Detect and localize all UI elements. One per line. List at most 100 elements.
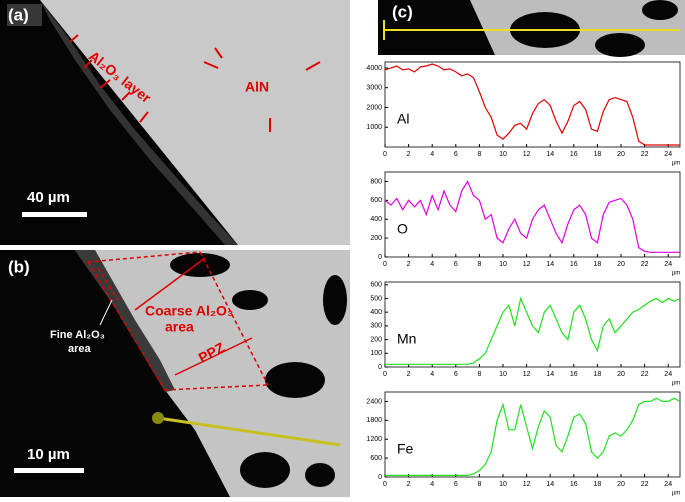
x-tick-label: 8 — [477, 261, 481, 268]
annotation: Coarse Al₂O₃ — [145, 303, 233, 319]
x-tick-label: 8 — [477, 371, 481, 378]
x-tick-label: 4 — [430, 261, 434, 268]
plot-frame — [384, 281, 681, 368]
y-tick-label: 3000 — [366, 85, 382, 92]
panel-label: (b) — [8, 257, 30, 276]
y-tick-label: 500 — [370, 295, 382, 302]
x-tick-label: 22 — [641, 371, 649, 378]
y-tick-label: 300 — [370, 323, 382, 330]
scale-text: 10 µm — [27, 446, 70, 463]
dimension-arrow — [174, 337, 253, 376]
x-tick-label: 14 — [546, 151, 554, 158]
x-tick-label: 4 — [430, 151, 434, 158]
x-tick-label: 4 — [430, 481, 434, 488]
arrows — [69, 34, 321, 132]
y-tick-label: 2000 — [366, 104, 382, 111]
x-tick-label: 14 — [546, 481, 554, 488]
x-tick-label: 0 — [383, 151, 387, 158]
series-name: Mn — [397, 331, 416, 347]
x-tick-label: 12 — [523, 371, 531, 378]
x-tick-label: 24 — [664, 371, 672, 378]
y-tick-label: 2400 — [366, 398, 382, 405]
y-tick-label: 400 — [370, 309, 382, 316]
fine-layer — [75, 250, 175, 392]
pores — [170, 253, 347, 488]
y-tick-label: 0 — [378, 474, 382, 481]
x-tick-label: 6 — [454, 151, 458, 158]
plot-frame — [384, 391, 681, 478]
x-tick-label: 14 — [546, 261, 554, 268]
x-tick-label: 2 — [407, 371, 411, 378]
scale-text: 40 µm — [27, 189, 70, 206]
x-tick-label: 18 — [594, 151, 602, 158]
y-tick-label: 1800 — [366, 417, 382, 424]
y-tick-label: 0 — [378, 254, 382, 261]
x-tick-label: 10 — [499, 481, 507, 488]
annotation: Fine Al₂O₃ — [50, 329, 105, 341]
y-tick-label: 0 — [378, 364, 382, 371]
x-tick-label: 0 — [383, 481, 387, 488]
x-tick-label: 18 — [594, 371, 602, 378]
x-tick-label: 14 — [546, 371, 554, 378]
x-tick-label: 12 — [523, 151, 531, 158]
substrate — [378, 0, 495, 55]
annotation: area — [165, 319, 194, 335]
x-unit: µm — [672, 381, 680, 387]
plot-frame — [384, 61, 681, 148]
x-tick-label: 0 — [383, 261, 387, 268]
x-tick-label: 10 — [499, 261, 507, 268]
x-unit: µm — [672, 161, 680, 167]
y-tick-label: 800 — [370, 178, 382, 185]
x-tick-label: 8 — [477, 481, 481, 488]
series-name: O — [397, 221, 408, 237]
x-tick-label: 6 — [454, 481, 458, 488]
x-tick-label: 20 — [617, 261, 625, 268]
x-tick-label: 16 — [570, 371, 578, 378]
panel-label: (a) — [8, 5, 29, 24]
x-tick-label: 18 — [594, 261, 602, 268]
pointer — [99, 299, 113, 326]
label-bg — [7, 4, 42, 26]
x-tick-label: 22 — [641, 261, 649, 268]
dimension-arrow — [134, 257, 206, 311]
x-tick-label: 20 — [617, 481, 625, 488]
x-tick-label: 10 — [499, 151, 507, 158]
x-unit: µm — [672, 271, 680, 277]
series-name: Fe — [397, 441, 414, 457]
data-line — [384, 180, 680, 253]
x-tick-label: 2 — [407, 261, 411, 268]
substrate — [0, 250, 230, 497]
x-tick-label: 20 — [617, 371, 625, 378]
x-tick-label: 12 — [523, 481, 531, 488]
x-tick-label: 22 — [641, 481, 649, 488]
y-tick-label: 600 — [370, 282, 382, 289]
x-tick-label: 24 — [664, 481, 672, 488]
x-tick-label: 2 — [407, 481, 411, 488]
y-tick-label: 100 — [370, 350, 382, 357]
x-tick-label: 22 — [641, 151, 649, 158]
panel-label: (c) — [392, 2, 413, 21]
annotation: AlN — [245, 79, 269, 95]
x-tick-label: 20 — [617, 151, 625, 158]
x-tick-label: 2 — [407, 151, 411, 158]
x-tick-label: 8 — [477, 151, 481, 158]
y-tick-label: 400 — [370, 216, 382, 223]
x-tick-label: 10 — [499, 371, 507, 378]
data-line — [385, 296, 681, 365]
y-tick-label: 600 — [370, 197, 382, 204]
x-tick-label: 4 — [430, 371, 434, 378]
region-outlines — [87, 251, 269, 391]
y-tick-label: 600 — [370, 455, 382, 462]
scale-bar — [14, 468, 84, 473]
x-tick-label: 12 — [523, 261, 531, 268]
x-tick-label: 16 — [570, 151, 578, 158]
y-tick-label: 200 — [370, 235, 382, 242]
y-tick-label: 200 — [370, 336, 382, 343]
scan-start — [152, 412, 164, 424]
scan-line — [157, 416, 341, 447]
series-name: Al — [397, 111, 409, 127]
y-tick-label: 1200 — [366, 436, 382, 443]
data-line — [385, 397, 681, 476]
x-unit: µm — [672, 491, 680, 497]
